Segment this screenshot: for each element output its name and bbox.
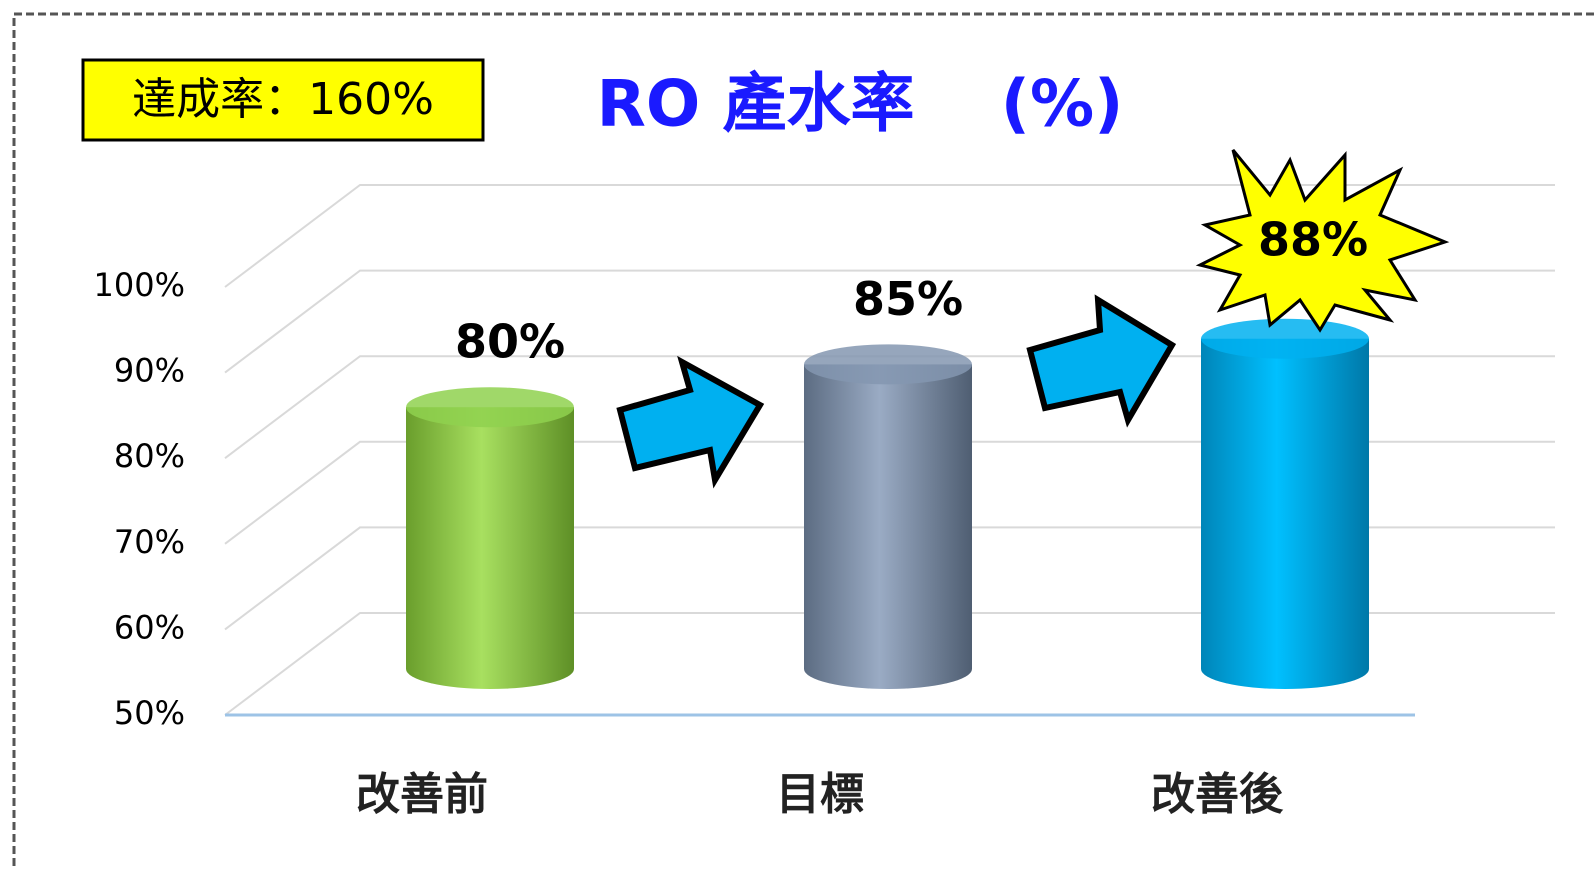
y-tick-label: 70%: [114, 523, 185, 561]
arrow: [616, 355, 765, 489]
bar: [1201, 318, 1369, 689]
bars: [406, 318, 1369, 689]
data-label: 80%: [455, 315, 565, 369]
y-tick-label: 60%: [114, 608, 185, 646]
y-tick-label: 100%: [94, 266, 185, 304]
grid-line: [224, 269, 1555, 374]
grid-line: [224, 612, 1555, 716]
bar-top: [1201, 318, 1369, 359]
x-tick-label: 目標: [776, 769, 864, 820]
bar: [406, 387, 574, 689]
bar-body: [804, 364, 972, 669]
bar-top: [804, 344, 972, 385]
y-tick-label: 50%: [114, 694, 185, 732]
data-label: 85%: [853, 272, 963, 326]
x-tick-label: 改善前: [356, 769, 488, 820]
annotation-box: [81, 58, 485, 142]
grid-line: [224, 526, 1555, 631]
starburst: [1195, 149, 1450, 333]
y-tick-label: 80%: [114, 437, 185, 475]
chart-title: RO 產水率 (%): [597, 68, 1124, 142]
grid-line: [224, 440, 1555, 545]
bar-body: [1201, 338, 1369, 669]
y-tick-label: 90%: [114, 352, 185, 390]
x-tick-label: 改善後: [1151, 769, 1284, 820]
arrow: [1026, 294, 1177, 428]
bar-body: [406, 407, 574, 669]
data-label: 88%: [1258, 213, 1368, 267]
bar: [804, 344, 972, 689]
grid-line: [224, 184, 1555, 288]
annotation: 達成率：160%: [132, 74, 434, 125]
bar-top: [406, 387, 574, 428]
frame: [12, 12, 1595, 871]
